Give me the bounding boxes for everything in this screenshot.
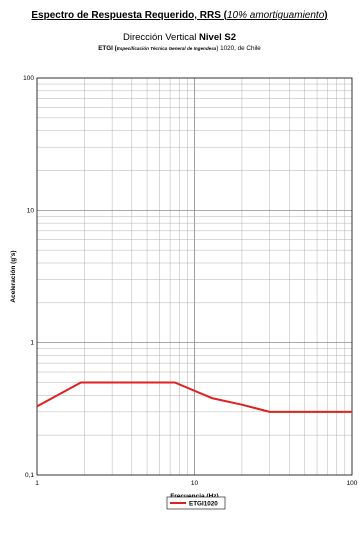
y-tick-label: 10 bbox=[27, 207, 35, 214]
y-tick-label: 100 bbox=[23, 75, 34, 82]
legend-box bbox=[166, 496, 226, 510]
chart-legend: ETGI1020 bbox=[166, 496, 226, 510]
chart-marks bbox=[36, 381, 352, 413]
x-tick-label: 100 bbox=[347, 480, 358, 487]
y-tick-label: 1 bbox=[30, 340, 34, 347]
x-tick-label: 10 bbox=[191, 480, 199, 487]
plot-frame bbox=[36, 77, 353, 476]
series-line-etgi1020 bbox=[36, 381, 352, 413]
chart-grid bbox=[37, 78, 352, 475]
y-tick-label: 0,1 bbox=[25, 472, 34, 479]
x-tick-label: 1 bbox=[35, 480, 39, 487]
x-axis-label: Frecuencia (Hz) bbox=[170, 493, 218, 500]
chart-spec-line: ETGI (Especificación Técnica General de … bbox=[98, 45, 261, 52]
chart-subtitle: Dirección Vertical Nivel S2 bbox=[123, 32, 236, 43]
chart-title: Espectro de Respuesta Requerido, RRS (10… bbox=[31, 10, 328, 21]
legend-label: ETGI1020 bbox=[189, 500, 218, 507]
y-axis-label: Aceleración (g's) bbox=[10, 250, 17, 302]
